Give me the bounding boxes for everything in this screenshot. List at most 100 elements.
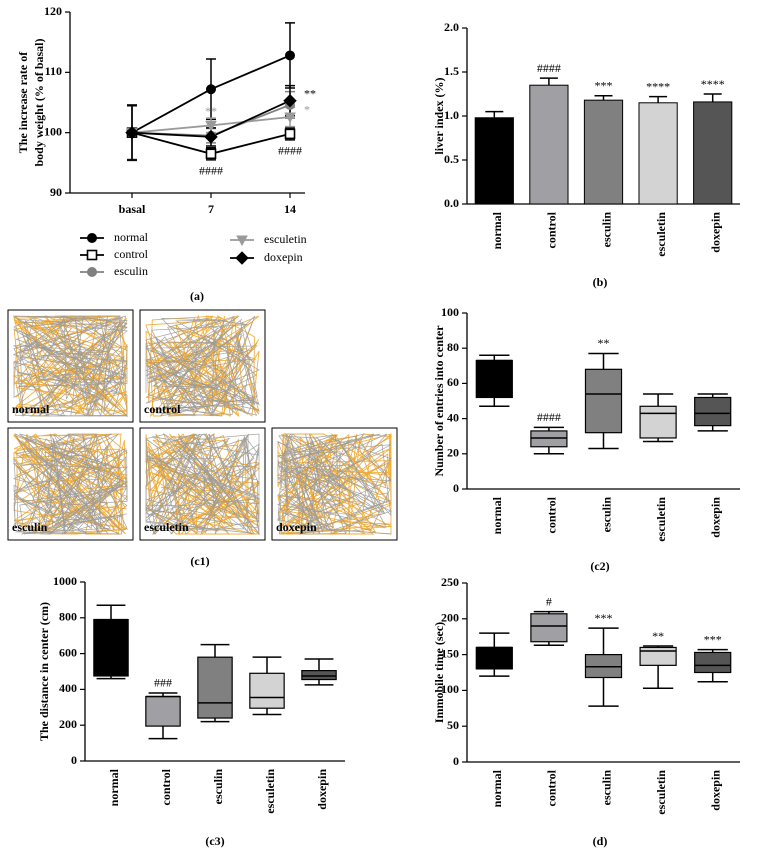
lower-whisker [588,432,619,450]
trajectory-image: esculin [7,427,134,541]
y-tick-label: 400 [59,681,77,695]
y-tick-label: 1000 [53,574,77,588]
trajectory-path [12,315,128,418]
significance-label: #### [199,164,223,178]
x-tick-label: doxepin [708,770,722,811]
y-tick-label: 90 [50,185,62,199]
y-axis-label: The distance in center (cm) [37,602,51,741]
error-bar [594,95,613,101]
significance-label: #### [278,144,302,158]
error-bar [703,93,722,102]
image-label: esculin [12,520,48,534]
upper-whisker [588,627,619,655]
significance-label: * [304,103,310,117]
y-tick-label: 110 [45,64,62,78]
y-tick-label: 50 [447,718,459,732]
y-tick-label: 250 [441,575,459,589]
box [249,672,285,709]
x-tick-label: normal [107,768,121,806]
y-tick-label: 0 [453,481,459,495]
significance-label: ### [154,676,172,690]
significance-label: ** [304,86,316,100]
x-tick-label: esculetin [654,497,668,542]
lower-whisker [148,726,178,740]
upper-whisker [252,656,282,674]
y-tick-label: 200 [59,717,77,731]
box [93,618,129,677]
x-tick-label: esculetin [654,212,668,257]
bar [693,101,733,205]
x-tick-label: esculin [599,770,613,806]
data-point [283,93,297,108]
trajectory-image: normal [7,309,134,423]
data-point [125,125,139,140]
box [584,368,623,434]
significance-label: ** [598,336,610,350]
data-point [205,120,217,132]
panel-label: (c2) [590,559,609,573]
error-bar [649,95,668,103]
lower-whisker [588,677,619,707]
lower-whisker [642,665,674,690]
lower-whisker [252,708,282,716]
panel-label: (c3) [205,834,224,848]
image-label: esculetin [144,520,189,534]
significance-label: **** [701,77,725,91]
upper-whisker [96,604,126,620]
x-tick-label: 14 [284,202,296,216]
x-tick-label: esculin [599,212,613,248]
image-label: normal [12,402,50,416]
trajectory-path [145,433,260,536]
legend-label: normal [114,230,149,244]
significance-label: #### [537,410,561,424]
lower-whisker [304,679,334,686]
image-label: control [144,402,181,416]
y-tick-label: 120 [44,4,62,18]
y-tick-label: 1.0 [444,108,459,122]
box [639,405,677,439]
box [145,695,181,727]
lower-whisker [697,425,728,432]
x-tick-label: esculetin [654,770,668,815]
x-tick-label: normal [490,769,504,807]
significance-label: ** [652,629,664,643]
box [530,430,568,448]
significance-label: #### [537,61,561,75]
y-tick-label: 0 [71,753,77,767]
y-axis-label: Immobile time (sec) [432,622,446,723]
box [475,646,513,670]
panel-label: (a) [190,289,204,303]
legend-marker [87,267,97,277]
y-tick-label: 800 [59,610,77,624]
y-tick-label: 100 [441,305,459,319]
x-tick-label: control [545,769,559,806]
x-tick-label: doxepin [708,212,722,253]
error-bar [485,110,504,118]
y-tick-label: 0 [453,754,459,768]
box [639,646,677,666]
y-tick-label: 20 [447,446,459,460]
trajectory-path [12,433,128,535]
box [694,651,732,674]
y-tick-label: 1.5 [444,64,459,78]
y-tick-label: 0.0 [444,196,459,210]
box [530,613,568,643]
box [475,359,513,399]
y-tick-label: 0.5 [444,152,459,166]
x-tick-label: esculin [599,497,613,533]
legend-marker [87,233,97,243]
legend-marker [86,249,98,261]
upper-whisker [642,393,674,407]
upper-whisker [200,643,230,658]
image-label: doxepin [276,520,317,534]
y-tick-label: 80 [447,340,459,354]
trajectory-path [13,433,128,535]
box [301,670,337,681]
upper-whisker [479,632,510,648]
significance-label: **** [646,79,670,93]
panel-label: (b) [593,275,608,289]
panel-label: (c1) [190,554,209,568]
data-point [284,128,296,140]
lower-whisker [533,446,565,455]
